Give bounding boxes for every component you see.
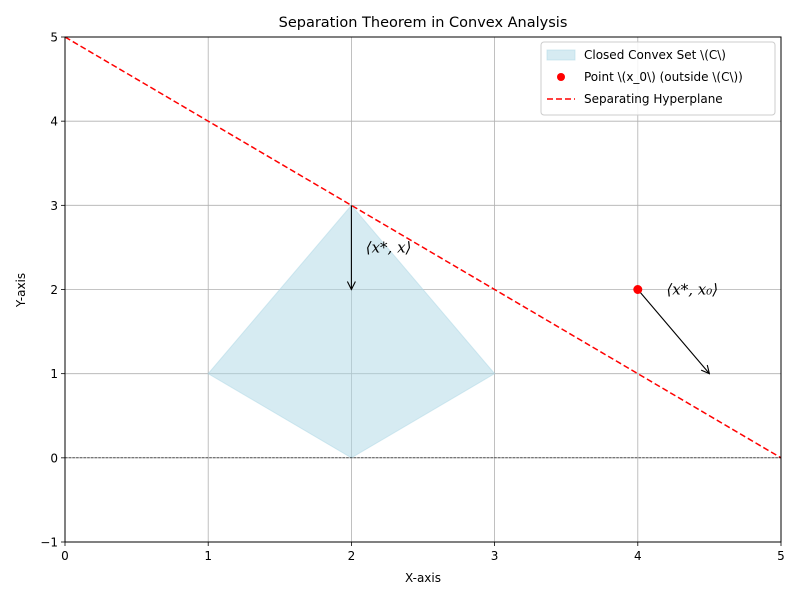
chart-title: Separation Theorem in Convex Analysis — [279, 15, 568, 31]
annotation-layer: ⟨x*, x⟩ ⟨x*, x₀⟩ — [366, 238, 718, 298]
x-tick-label-3: 3 — [491, 549, 499, 563]
legend-swatch-point — [557, 73, 565, 81]
annotation-1: ⟨x*, x⟩ — [366, 238, 412, 256]
x-axis-label: X-axis — [405, 571, 441, 585]
x-tick-label-1: 1 — [204, 549, 212, 563]
legend-swatch-convex-set — [546, 49, 576, 61]
legend-label-2: Point \(x_0\) (outside \(C\)) — [584, 70, 743, 84]
data-layer — [65, 37, 781, 459]
legend: Closed Convex Set \(C\) Point \(x_0\) (ou… — [540, 41, 776, 116]
y-tick-label-0: −1 — [40, 536, 58, 550]
x-tick-label-2: 2 — [348, 549, 356, 563]
annotation-2: ⟨x*, x₀⟩ — [666, 281, 718, 299]
legend-label-3: Separating Hyperplane — [584, 92, 723, 106]
y-axis-label: Y-axis — [14, 273, 28, 308]
y-tick-label-4: 3 — [50, 199, 58, 213]
y-tick-label-2: 1 — [50, 367, 58, 381]
legend-label-1: Closed Convex Set \(C\) — [584, 48, 726, 62]
arrow-2 — [637, 289, 710, 374]
y-tick-label-6: 5 — [50, 31, 58, 45]
x-tick-label-5: 5 — [777, 549, 785, 563]
y-tick-label-3: 2 — [50, 283, 58, 297]
y-tick-label-1: 0 — [50, 451, 58, 465]
x-tick-label-0: 0 — [61, 549, 69, 563]
legend-box — [540, 41, 776, 116]
y-tick-label-5: 4 — [50, 115, 58, 129]
point-x0-marker — [633, 285, 643, 294]
x-tick-label-4: 4 — [634, 549, 642, 563]
separating-hyperplane-line — [65, 37, 781, 459]
